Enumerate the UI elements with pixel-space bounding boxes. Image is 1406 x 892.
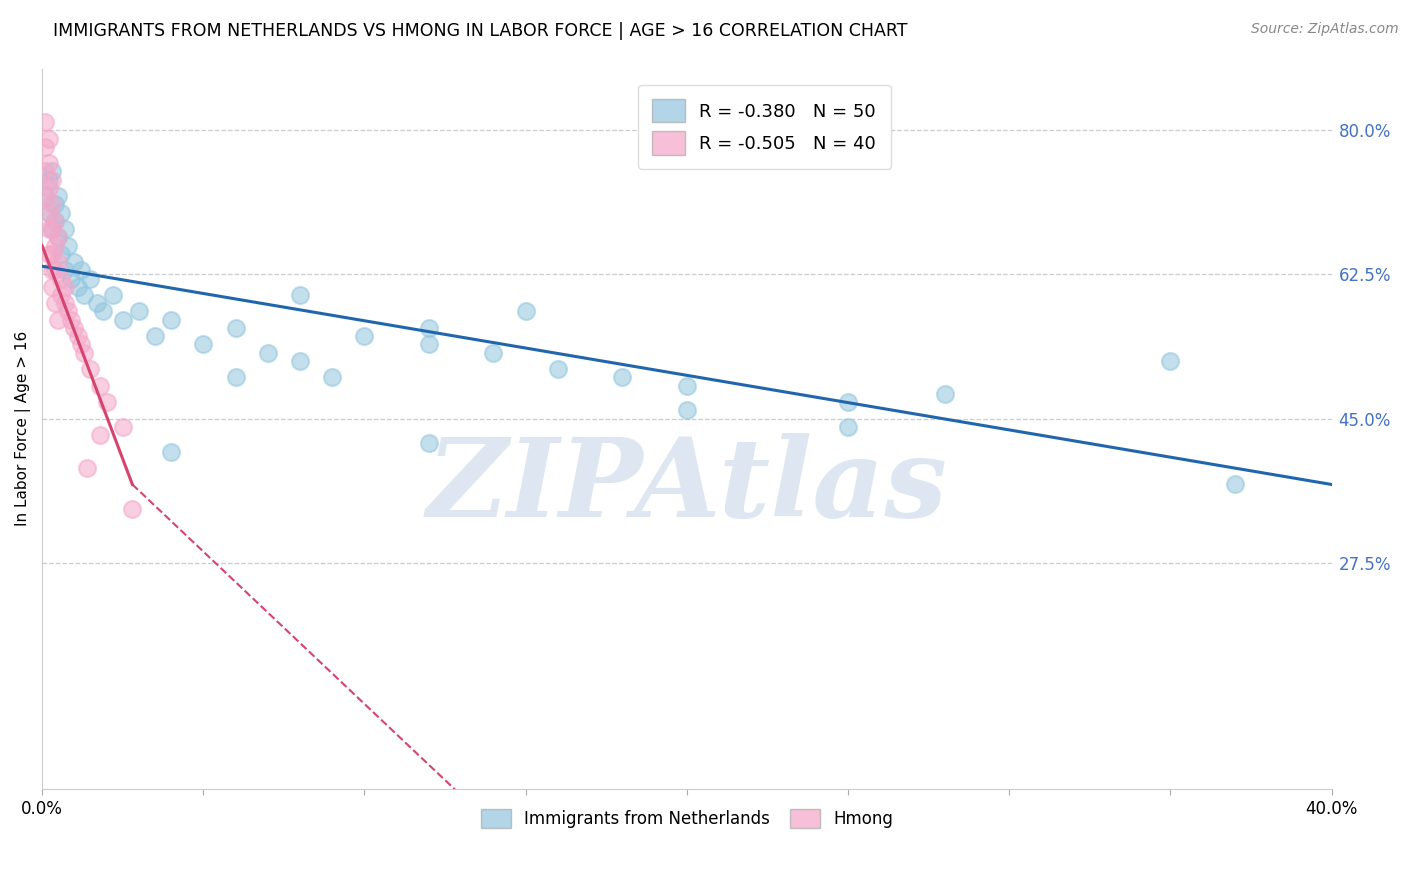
Point [101, 288, 124, 302]
Point [41, 222, 63, 236]
Point [160, 312, 183, 326]
Point [51, 205, 73, 219]
Point [44, 263, 66, 277]
Point [837, 395, 859, 409]
Point [288, 288, 311, 302]
Point [225, 370, 247, 384]
Point [41, 172, 63, 186]
Point [38, 156, 60, 170]
Point [38, 205, 60, 219]
Point [56, 304, 79, 318]
Point [53, 263, 76, 277]
Point [38, 205, 60, 219]
Point [612, 370, 634, 384]
Point [46, 255, 69, 269]
Point [353, 329, 375, 343]
Point [547, 362, 569, 376]
Point [934, 387, 956, 401]
Point [34, 140, 56, 154]
Point [41, 197, 63, 211]
Point [418, 436, 440, 450]
Point [46, 312, 69, 326]
Point [143, 329, 166, 343]
Point [1223, 477, 1246, 491]
Point [93, 304, 115, 318]
Point [41, 222, 63, 236]
Point [76, 461, 98, 475]
Point [66, 329, 89, 343]
Point [41, 164, 63, 178]
Point [38, 131, 60, 145]
Point [38, 222, 60, 236]
Point [111, 419, 134, 434]
Text: Source: ZipAtlas.com: Source: ZipAtlas.com [1251, 22, 1399, 37]
Point [515, 304, 537, 318]
Point [121, 502, 143, 516]
Point [34, 164, 56, 178]
Point [676, 403, 699, 417]
Point [53, 296, 76, 310]
Y-axis label: In Labor Force | Age > 16: In Labor Force | Age > 16 [15, 331, 31, 526]
Point [51, 271, 73, 285]
Point [44, 296, 66, 310]
Point [56, 238, 79, 252]
Point [69, 263, 91, 277]
Point [38, 181, 60, 195]
Point [111, 312, 134, 326]
Point [193, 337, 215, 351]
Point [63, 255, 86, 269]
Point [69, 337, 91, 351]
Point [256, 345, 278, 359]
Point [44, 197, 66, 211]
Point [321, 370, 343, 384]
Point [89, 378, 111, 392]
Point [225, 321, 247, 335]
Point [38, 172, 60, 186]
Point [53, 280, 76, 294]
Point [96, 395, 118, 409]
Point [160, 444, 183, 458]
Point [86, 296, 108, 310]
Point [44, 214, 66, 228]
Point [418, 321, 440, 335]
Point [60, 312, 83, 326]
Point [73, 345, 96, 359]
Point [63, 321, 86, 335]
Point [46, 189, 69, 203]
Point [418, 337, 440, 351]
Point [66, 280, 89, 294]
Point [34, 189, 56, 203]
Point [60, 271, 83, 285]
Text: ZIPAtlas: ZIPAtlas [426, 433, 948, 541]
Point [34, 189, 56, 203]
Point [288, 354, 311, 368]
Point [676, 378, 699, 392]
Point [51, 247, 73, 261]
Point [44, 238, 66, 252]
Point [51, 288, 73, 302]
Point [79, 271, 101, 285]
Legend: Immigrants from Netherlands, Hmong: Immigrants from Netherlands, Hmong [474, 803, 900, 835]
Point [53, 222, 76, 236]
Point [46, 230, 69, 244]
Point [34, 115, 56, 129]
Point [482, 345, 505, 359]
Point [1159, 354, 1181, 368]
Point [79, 362, 101, 376]
Point [128, 304, 150, 318]
Point [41, 247, 63, 261]
Point [38, 247, 60, 261]
Text: IMMIGRANTS FROM NETHERLANDS VS HMONG IN LABOR FORCE | AGE > 16 CORRELATION CHART: IMMIGRANTS FROM NETHERLANDS VS HMONG IN … [53, 22, 908, 40]
Point [73, 288, 96, 302]
Point [41, 280, 63, 294]
Point [837, 419, 859, 434]
Point [89, 428, 111, 442]
Point [44, 214, 66, 228]
Point [46, 230, 69, 244]
Point [41, 263, 63, 277]
